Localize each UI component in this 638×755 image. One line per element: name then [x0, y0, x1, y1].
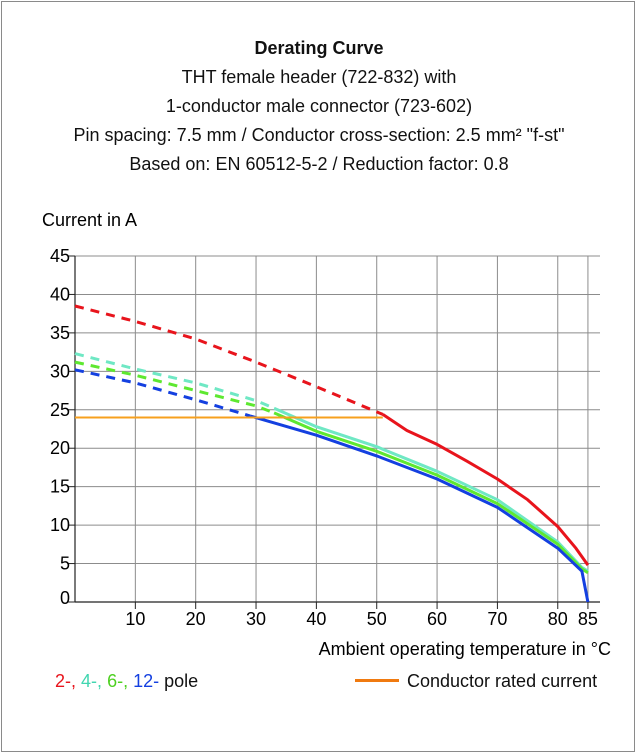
- x-axis-label: Ambient operating temperature in °C: [319, 639, 611, 659]
- rated-current-swatch: [355, 678, 399, 682]
- y-tick-label: 0: [60, 588, 70, 608]
- x-tick-label: 80: [548, 609, 568, 629]
- pole-legend-item: ,: [123, 671, 134, 691]
- series-12-solid: [249, 414, 590, 603]
- y-tick-label: 15: [50, 477, 70, 497]
- chart-subtitle-4: Based on: EN 60512-5-2 / Reduction facto…: [129, 154, 509, 174]
- rated-current-legend: Conductor rated current: [355, 671, 597, 692]
- x-tick-label: 60: [427, 609, 447, 629]
- pole-legend-labels: 2-, 4-, 6-, 12-: [55, 671, 159, 691]
- y-tick-label: 40: [50, 284, 70, 304]
- pole-legend-item: ,: [97, 671, 108, 691]
- y-tick-label: 5: [60, 554, 70, 574]
- x-tick-label: 85: [578, 609, 598, 629]
- pole-legend-item: 4-: [81, 671, 98, 691]
- chart-titles: Derating Curve THT female header (722-83…: [0, 34, 638, 179]
- series-2-dashed: [74, 304, 384, 416]
- x-tick-label: 50: [367, 609, 387, 629]
- axes: 0 5 10 15 20 25 30 35 40 45 10 20 30 40 50 60 70 80 85: [50, 246, 600, 629]
- pole-legend-item: 6-: [107, 671, 124, 691]
- pole-legend-item: 2-: [55, 671, 72, 691]
- series-6-dashed: [74, 360, 275, 415]
- y-tick-label: 30: [50, 361, 70, 381]
- series-12-dashed: [74, 368, 251, 418]
- pole-legend-item: 12-: [133, 671, 160, 691]
- y-tick-label: 10: [50, 515, 70, 535]
- grid: [75, 255, 600, 602]
- series-6-solid: [273, 411, 589, 575]
- series-2-solid: [381, 413, 590, 566]
- y-tick-label: 25: [50, 400, 70, 420]
- chart-subtitle-1: THT female header (722-832) with: [181, 67, 457, 87]
- x-tick-label: 70: [487, 609, 507, 629]
- series-4-dashed: [74, 352, 275, 410]
- pole-legend-suffix: pole: [159, 671, 199, 691]
- y-tick-label: 35: [50, 323, 70, 343]
- series-lines: [74, 304, 590, 603]
- x-tick-label: 20: [186, 609, 206, 629]
- y-tick-label: 45: [50, 246, 70, 266]
- x-tick-label: 40: [306, 609, 326, 629]
- pole-legend-item: ,: [71, 671, 82, 691]
- x-tick-label: 30: [246, 609, 266, 629]
- x-tick-label: 10: [125, 609, 145, 629]
- rated-current-label: Conductor rated current: [407, 671, 598, 691]
- chart-subtitle-2: 1-conductor male connector (723-602): [165, 96, 473, 116]
- chart-subtitle-3: Pin spacing: 7.5 mm / Conductor cross-se…: [73, 125, 565, 145]
- y-axis-label: Current in A: [42, 210, 137, 230]
- y-tick-label: 20: [50, 438, 70, 458]
- chart-title: Derating Curve: [254, 38, 384, 58]
- pole-legend: 2-, 4-, 6-, 12- pole: [55, 671, 198, 692]
